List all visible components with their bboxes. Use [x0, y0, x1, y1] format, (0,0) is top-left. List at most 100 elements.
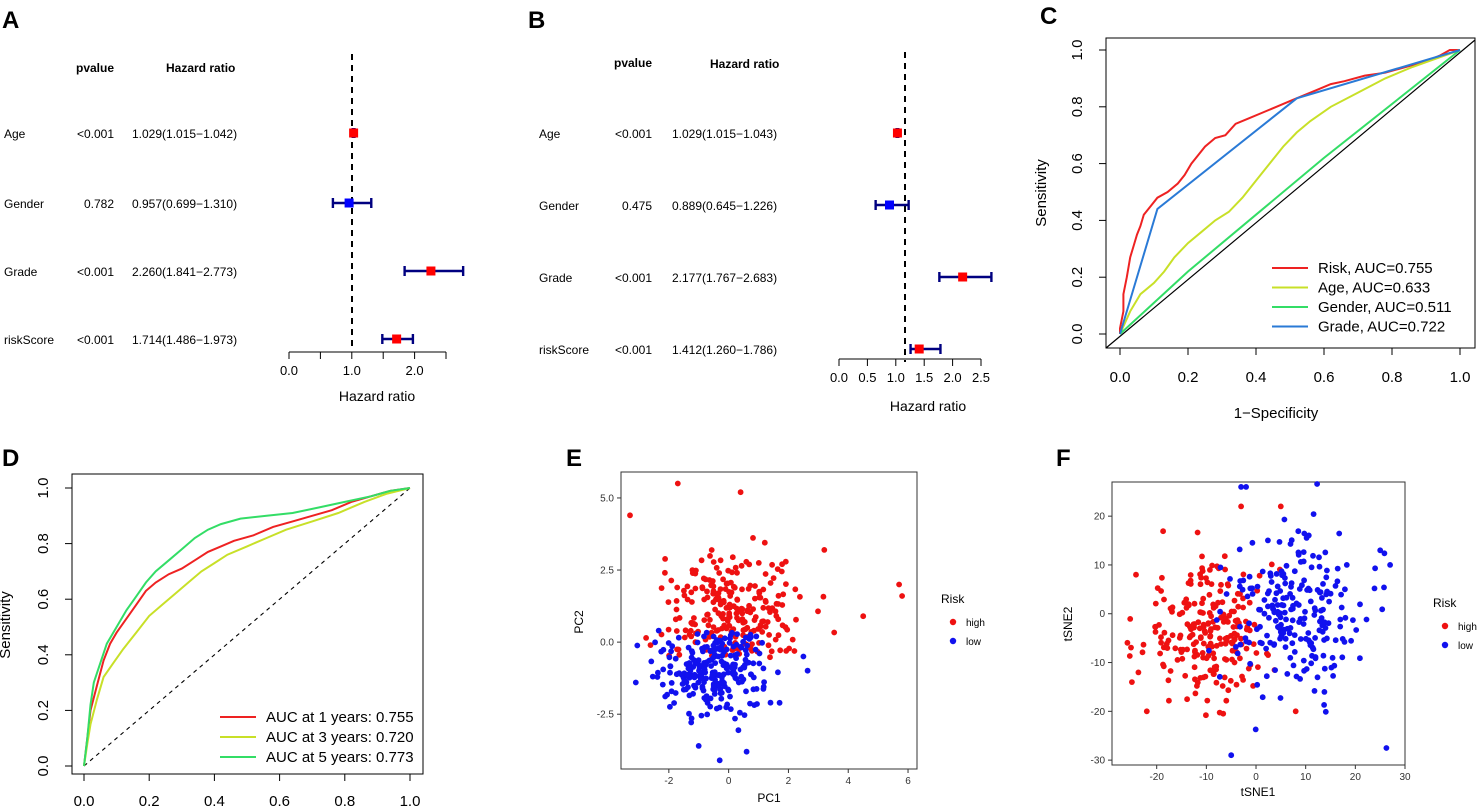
point-high [1195, 619, 1202, 626]
point-high [1197, 635, 1204, 641]
row-name-grade: Grade [539, 271, 573, 285]
row-pvalue: 0.782 [84, 197, 114, 211]
point-low [742, 634, 749, 641]
y-tick-label: 0.4 [1069, 210, 1086, 231]
point-high [1210, 650, 1217, 657]
point-high [734, 596, 741, 603]
point-low [1291, 632, 1298, 638]
y-tick-label: 0.0 [1069, 324, 1086, 345]
point-low [1289, 640, 1296, 647]
point-high [1185, 601, 1192, 608]
point-low [1244, 593, 1251, 600]
point-low [1300, 558, 1307, 565]
point-low [1290, 602, 1296, 609]
hr-point [884, 200, 894, 210]
point-high [704, 611, 710, 618]
point-low [1318, 607, 1324, 614]
point-high [1169, 632, 1176, 639]
point-low [1206, 647, 1212, 654]
point-high [745, 585, 752, 592]
point-high [1158, 634, 1164, 641]
y-tick-label: 0.0 [600, 638, 614, 649]
panel-f-xlabel: tSNE1 [1241, 785, 1276, 799]
point-high [775, 592, 782, 599]
legend-label: Grade, AUC=0.722 [1318, 319, 1445, 336]
point-high [739, 586, 745, 593]
point-low [1339, 636, 1346, 642]
point-low [1284, 671, 1291, 677]
point-low [1290, 662, 1297, 669]
point-low [1297, 636, 1304, 642]
point-high [797, 593, 803, 600]
point-low [710, 633, 717, 640]
axis-tick-label: 1.0 [343, 363, 361, 378]
point-high [1240, 604, 1246, 611]
panel-c-roc-lines [1119, 49, 1461, 335]
point-low [753, 633, 760, 640]
panel-b-xlabel: Hazard ratio [890, 398, 966, 414]
point-high [1219, 683, 1226, 689]
point-high [1240, 571, 1247, 578]
point-high [726, 610, 733, 617]
point-high [1127, 616, 1134, 622]
point-high [1211, 664, 1218, 670]
point-high [1200, 674, 1207, 681]
point-high [751, 617, 758, 623]
point-high [750, 535, 756, 541]
hr-point [344, 198, 354, 208]
point-low [733, 655, 739, 662]
point-low [730, 669, 737, 676]
point-low [694, 639, 701, 646]
x-tick-label: -2 [664, 776, 673, 787]
point-high [1207, 633, 1213, 640]
point-low [1283, 594, 1290, 601]
point-low [760, 665, 767, 672]
point-high [738, 562, 745, 569]
x-tick-label: 0.4 [204, 793, 225, 806]
point-high [1210, 601, 1217, 608]
point-low [655, 627, 662, 634]
point-low [1247, 660, 1253, 667]
y-tick-label: 1.0 [35, 478, 52, 499]
point-low [718, 695, 725, 702]
hr-point [914, 344, 924, 354]
point-low [721, 635, 728, 642]
point-low [718, 658, 725, 665]
point-high [777, 647, 784, 654]
point-low [1339, 654, 1346, 661]
point-low [716, 645, 722, 651]
point-high [1277, 503, 1284, 510]
hr-point [958, 272, 968, 282]
point-low [1217, 564, 1224, 571]
row-pvalue: <0.001 [77, 265, 114, 279]
point-high [784, 626, 791, 633]
point-high [681, 634, 688, 641]
point-high [1238, 503, 1244, 510]
point-high [686, 631, 693, 638]
point-high [793, 616, 799, 623]
row-name-age: Age [4, 127, 26, 141]
point-high [746, 602, 752, 609]
point-high [1227, 677, 1234, 684]
point-high [1229, 656, 1235, 663]
point-high [689, 599, 695, 605]
point-low [681, 677, 688, 684]
x-tick-label: 0 [726, 776, 732, 787]
point-high [1135, 669, 1142, 676]
point-high [1219, 599, 1226, 606]
point-low [1264, 632, 1270, 639]
x-tick-label: -10 [1199, 772, 1214, 783]
point-low [667, 669, 673, 676]
point-high [1222, 566, 1228, 573]
point-high [1237, 655, 1243, 662]
point-low [724, 663, 730, 670]
point-high [731, 584, 738, 591]
point-low [1331, 662, 1338, 669]
point-low [743, 688, 749, 695]
point-high [1199, 600, 1205, 607]
point-low [1300, 549, 1307, 555]
row-pvalue: <0.001 [77, 127, 114, 141]
point-low [1310, 511, 1317, 517]
point-low [1257, 606, 1264, 613]
point-low [707, 703, 714, 710]
